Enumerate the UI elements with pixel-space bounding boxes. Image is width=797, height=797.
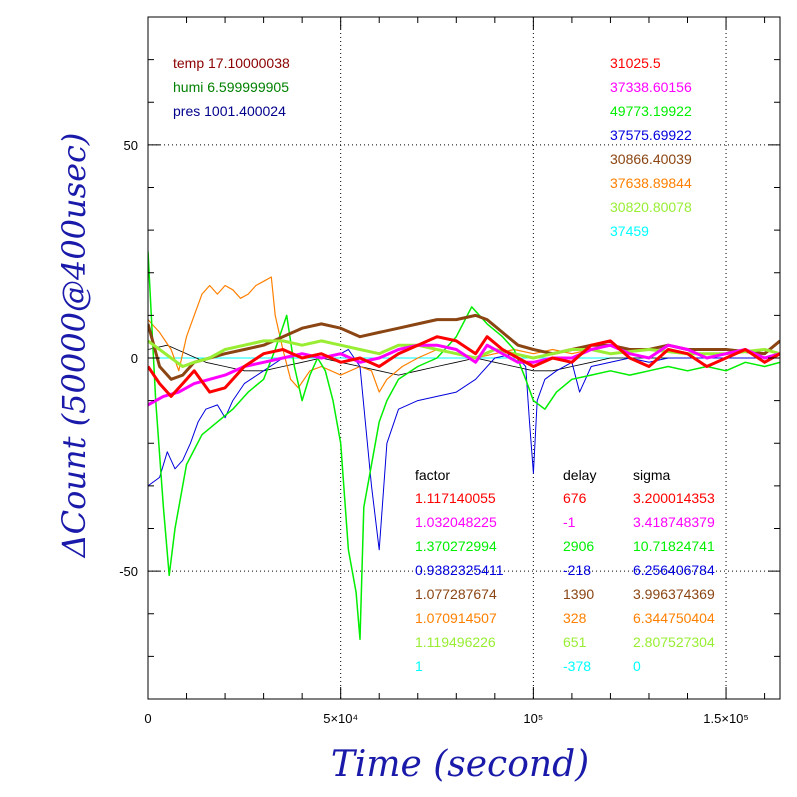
table-header-factor: factor (415, 467, 450, 483)
tick-labels: 0 5×10⁴ 10⁵ 1.5×10⁵ 50 0 -50 (119, 138, 749, 726)
x-tick-label: 1.5×10⁵ (703, 711, 749, 726)
y-axis-label: ΔCount (50000@400usec) (55, 133, 93, 560)
legend-entry-lime: 30820.80078 (610, 199, 692, 215)
legend-entry-orange: 37638.89844 (610, 175, 692, 191)
legend-entry-green: 49773.19922 (610, 103, 692, 119)
series-line-blue (148, 349, 780, 551)
table-sigma-orange: 6.344750404 (633, 610, 715, 626)
table-header-delay: delay (563, 467, 596, 483)
legend-entry-red: 31025.5 (610, 55, 661, 71)
series-line-green (148, 251, 780, 641)
table-sigma-lime: 2.807527304 (633, 634, 715, 650)
table-factor-blue: 0.9382325411 (415, 562, 504, 578)
x-tick-label: 5×10⁴ (323, 711, 358, 726)
y-tick-label: -50 (119, 564, 138, 579)
series-line-red (148, 335, 780, 398)
table-factor-cyan: 1 (415, 658, 423, 674)
table-factor-brown: 1.077287674 (415, 586, 497, 602)
table-factor-lime: 1.119496226 (415, 634, 496, 650)
table-delay-cyan: -378 (563, 658, 591, 674)
table-factor-orange: 1.070914507 (415, 610, 497, 626)
x-tick-label: 0 (144, 711, 151, 726)
table-delay-green: 2906 (563, 538, 594, 554)
x-tick-label: 10⁵ (523, 711, 543, 726)
table-header-sigma: sigma (633, 467, 671, 483)
env-info-line: temp 17.10000038 (173, 55, 290, 71)
series-line-lime (148, 339, 780, 368)
table-sigma-brown: 3.996374369 (633, 586, 715, 602)
axis-ticks (147, 17, 780, 699)
table-factor-red: 1.117140055 (415, 490, 496, 506)
table-delay-lime: 651 (563, 634, 587, 650)
table-sigma-magenta: 3.418748379 (633, 514, 715, 530)
legend-entry-magenta: 37338.60156 (610, 79, 692, 95)
env-info-line: humi 6.599999905 (173, 79, 289, 95)
legend-entry-cyan: 37459 (610, 223, 649, 239)
table-delay-red: 676 (563, 490, 587, 506)
legend: 31025.5 37338.60156 49773.19922 37575.69922… (610, 55, 692, 239)
env-info: temp 17.10000038 humi 6.599999905 pres 100… (173, 55, 290, 119)
table-factor-green: 1.370272994 (415, 538, 497, 554)
table-delay-orange: 328 (563, 610, 587, 626)
table-sigma-blue: 6.256406784 (633, 562, 715, 578)
env-info-line: pres 1001.400024 (173, 103, 286, 119)
table-factor-magenta: 1.032048225 (415, 514, 497, 530)
table-sigma-cyan: 0 (633, 658, 641, 674)
series-line-orange (148, 276, 780, 393)
table-delay-magenta: -1 (563, 514, 576, 530)
plot-area (148, 251, 780, 641)
table-delay-brown: 1390 (563, 586, 594, 602)
table-delay-blue: -218 (563, 562, 591, 578)
legend-entry-brown: 30866.40039 (610, 151, 692, 167)
x-axis-label: Time (second) (331, 744, 589, 785)
y-tick-label: 50 (124, 138, 138, 153)
table-sigma-green: 10.71824741 (633, 538, 715, 554)
legend-entry-blue: 37575.69922 (610, 127, 692, 143)
table-sigma-red: 3.200014353 (633, 490, 715, 506)
y-tick-label: 0 (131, 351, 138, 366)
fit-table: factor delay sigma 1.117140055 676 3.20001435… (415, 467, 715, 674)
